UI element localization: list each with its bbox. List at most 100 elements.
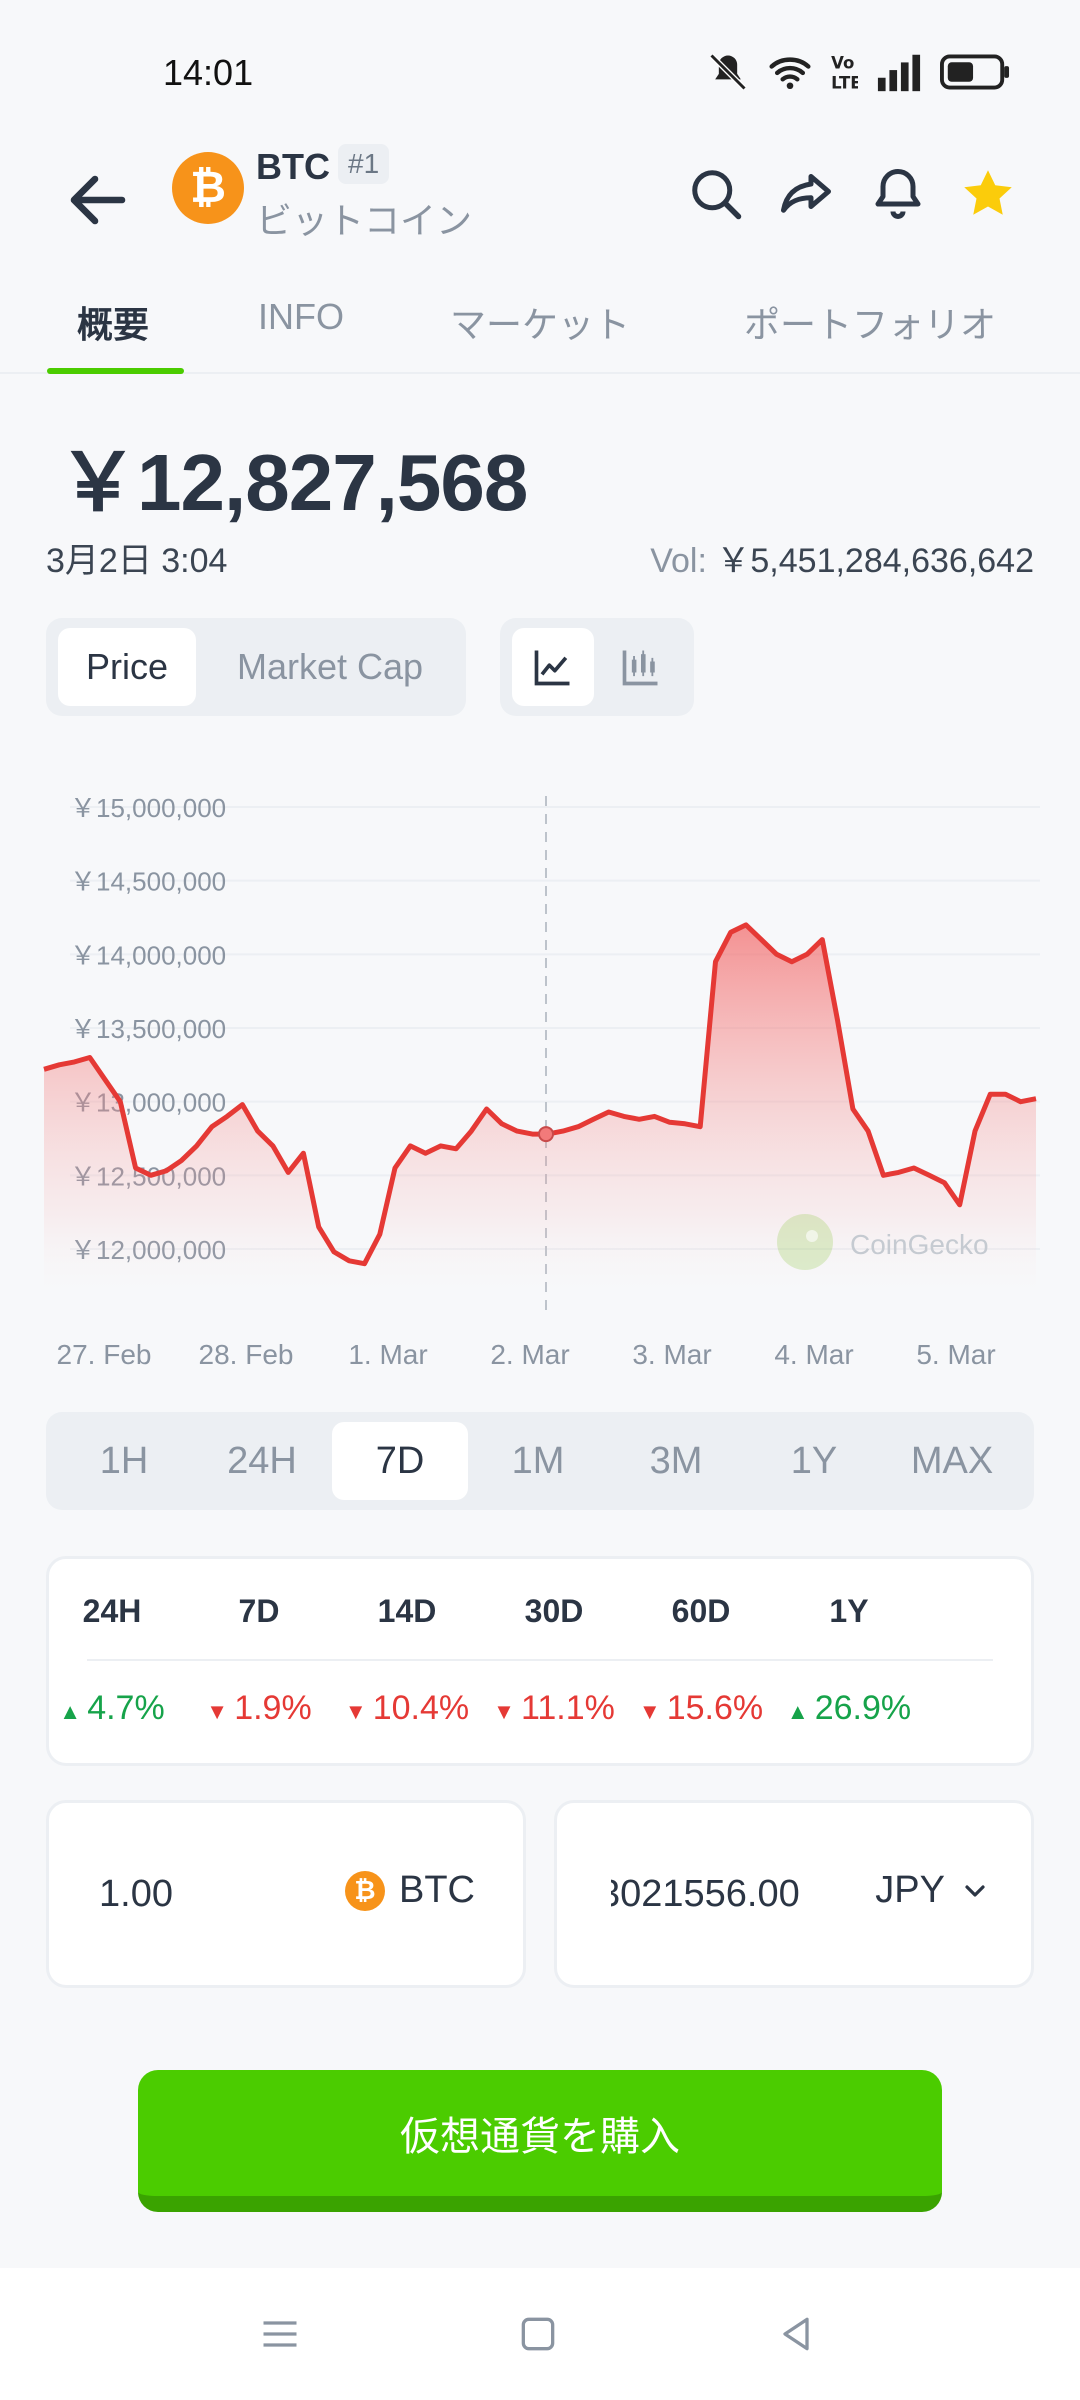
price-date: 3月2日 3:04	[46, 542, 228, 580]
star-favorite-icon[interactable]	[958, 164, 1018, 224]
change-value-7d: ▼ 1.9%	[184, 1689, 334, 1728]
watermark-text: CoinGecko	[850, 1229, 989, 1260]
home-square-icon[interactable]	[516, 2312, 560, 2356]
signal-icon	[877, 54, 921, 92]
coin-header: ₿ BTC #1 ビットコイン	[0, 140, 1080, 270]
active-tab-indicator	[47, 368, 184, 374]
fiat-currency-label: JPY	[875, 1869, 945, 1911]
candlestick-chart-button[interactable]	[600, 628, 682, 706]
y-tick-label: ￥13,500,000	[70, 1014, 226, 1044]
bitcoin-small-icon: ₿	[345, 1870, 385, 1911]
crosshair-point	[538, 1126, 554, 1143]
coin-amount-field[interactable]: 1.00 ₿ BTC	[46, 1800, 526, 1988]
x-tick-label: 3. Mar	[632, 1339, 711, 1370]
change-percent: 4.7%	[87, 1689, 165, 1727]
line-chart-icon	[534, 650, 570, 686]
buy-crypto-button[interactable]: 仮想通貨を購入	[138, 2070, 942, 2212]
range-button-1h[interactable]: 1H	[99, 1439, 149, 1482]
range-button-max[interactable]: MAX	[910, 1439, 994, 1482]
bitcoin-logo-icon: ₿	[172, 152, 244, 224]
range-button-1y[interactable]: 1Y	[790, 1439, 838, 1482]
up-triangle-icon: ▲	[59, 1699, 88, 1724]
back-arrow-icon[interactable]	[62, 164, 134, 236]
candlestick-icon	[622, 650, 658, 686]
range-button-1m[interactable]: 1M	[511, 1439, 565, 1482]
change-period-14d: 14D	[377, 1593, 437, 1629]
chevron-down-icon	[965, 1884, 985, 1897]
rank-badge: #1	[338, 144, 390, 184]
tab-portfolio[interactable]: ポートフォリオ	[744, 304, 997, 345]
coin-symbol: BTC	[256, 146, 330, 187]
volume-value: ￥5,451,284,636,642	[716, 542, 1034, 580]
down-triangle-icon: ▼	[206, 1699, 235, 1724]
x-tick-label: 1. Mar	[348, 1339, 427, 1370]
volume-label: Vol:	[650, 542, 707, 580]
change-percent: 26.9%	[814, 1689, 912, 1727]
x-tick-label: 28. Feb	[199, 1339, 294, 1370]
tab-overview[interactable]: 概要	[77, 304, 150, 345]
price-marketcap-toggle: Price Market Cap	[46, 618, 466, 716]
fiat-currency-select[interactable]: JPY	[845, 1869, 991, 1912]
change-period-1y: 1Y	[829, 1593, 869, 1629]
change-period-24h: 24H	[82, 1593, 142, 1629]
change-period-30d: 30D	[524, 1593, 584, 1629]
status-icons: Vo LTE	[706, 50, 1010, 94]
wifi-icon	[769, 57, 811, 90]
x-tick-label: 27. Feb	[57, 1339, 152, 1370]
coin-currency: ₿ BTC	[345, 1869, 475, 1912]
coin-amount-input[interactable]: 1.00	[99, 1873, 173, 1915]
tab-bar: 概要 INFO マーケット ポートフォリオ	[0, 270, 1080, 374]
bell-icon[interactable]	[868, 164, 928, 224]
range-button-3m[interactable]: 3M	[649, 1439, 703, 1482]
tab-market[interactable]: マーケット	[450, 304, 631, 345]
volume: Vol: ￥5,451,284,636,642	[650, 533, 1034, 582]
tab-info[interactable]: INFO	[258, 296, 344, 337]
current-price: ￥12,827,568	[58, 438, 528, 527]
x-tick-label: 2. Mar	[490, 1339, 569, 1370]
coin-currency-label: BTC	[399, 1869, 475, 1911]
change-value-30d: ▼ 11.1%	[479, 1689, 629, 1728]
change-percent: 1.9%	[234, 1689, 312, 1727]
svg-text:Vo: Vo	[831, 53, 854, 72]
change-value-24h: ▲ 4.7%	[37, 1689, 187, 1728]
divider	[87, 1659, 993, 1661]
back-triangle-icon[interactable]	[774, 2312, 818, 2356]
status-time: 14:01	[163, 52, 254, 93]
down-triangle-icon: ▼	[638, 1699, 667, 1724]
up-triangle-icon: ▲	[786, 1699, 815, 1724]
mute-icon	[709, 53, 747, 91]
x-tick-label: 5. Mar	[916, 1339, 995, 1370]
change-value-1y: ▲ 26.9%	[774, 1689, 924, 1728]
change-percent: 11.1%	[521, 1689, 615, 1727]
share-icon[interactable]	[776, 164, 836, 224]
y-tick-label: ￥15,000,000	[70, 793, 226, 823]
y-tick-label: ￥14,000,000	[70, 940, 226, 970]
change-value-14d: ▼ 10.4%	[332, 1689, 482, 1728]
change-period-7d: 7D	[238, 1593, 280, 1629]
svg-text:LTE: LTE	[831, 74, 858, 93]
chart-type-toggle	[500, 618, 694, 716]
fiat-amount-input[interactable]: 3021556.00	[599, 1873, 800, 1915]
y-tick-label: ￥14,500,000	[70, 867, 226, 897]
status-bar: 14:01 Vo LTE	[0, 0, 1080, 140]
coingecko-watermark: CoinGecko	[777, 1214, 989, 1270]
market-cap-toggle-button[interactable]: Market Cap	[236, 646, 424, 687]
line-chart-button[interactable]	[512, 628, 594, 706]
time-range-selector: 1H 24H 7D 1M 3M 1Y MAX	[46, 1412, 1034, 1510]
change-value-60d: ▼ 15.6%	[626, 1689, 776, 1728]
price-toggle-button[interactable]: Price	[58, 628, 196, 706]
down-triangle-icon: ▼	[344, 1699, 373, 1724]
fiat-amount-field[interactable]: 3021556.00 JPY	[554, 1800, 1034, 1988]
system-nav-bar	[0, 2268, 1080, 2400]
price-chart[interactable]: ￥15,000,000 ￥14,500,000 ￥14,000,000 ￥13,500…	[0, 770, 1080, 1390]
range-button-24h[interactable]: 24H	[227, 1439, 297, 1482]
search-icon[interactable]	[686, 164, 746, 224]
change-period-60d: 60D	[671, 1593, 731, 1629]
battery-icon	[940, 54, 1010, 90]
range-button-7d[interactable]: 7D	[332, 1422, 468, 1500]
volte-icon: Vo LTE	[831, 53, 858, 93]
menu-icon[interactable]	[258, 2312, 302, 2356]
coin-name: ビットコイン	[256, 200, 473, 241]
price-area	[44, 924, 1036, 1310]
down-triangle-icon: ▼	[493, 1699, 521, 1724]
